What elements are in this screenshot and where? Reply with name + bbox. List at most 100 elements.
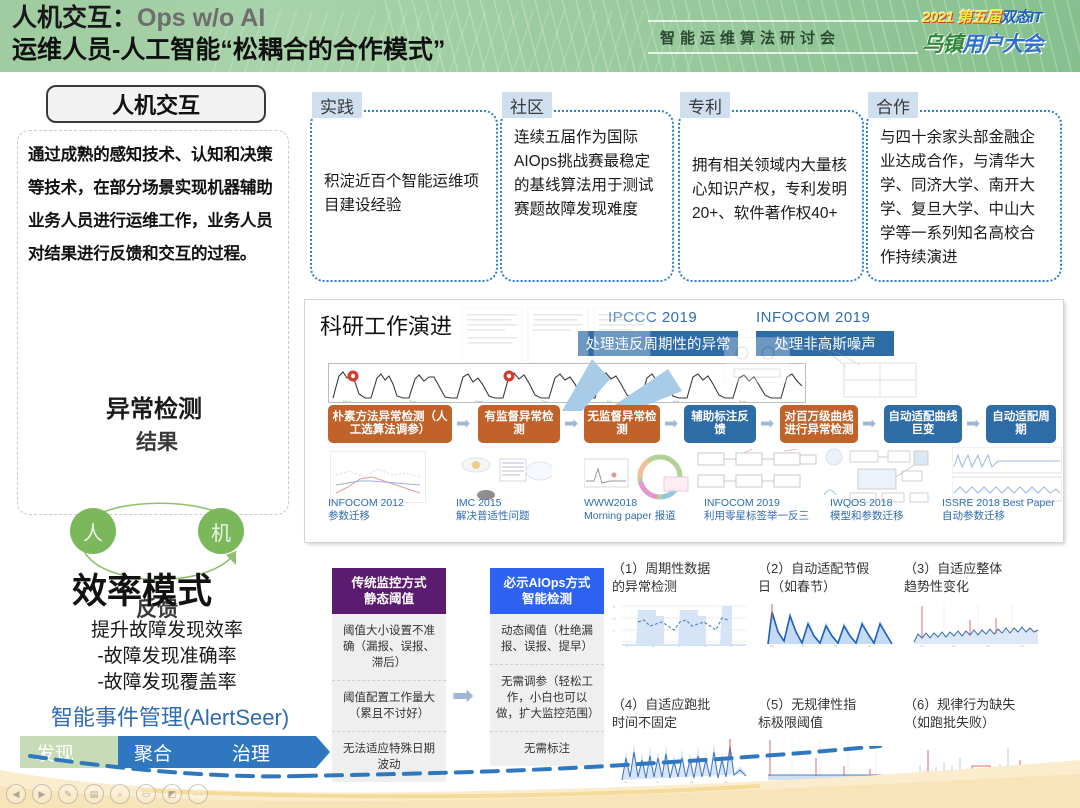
comparison-cell: 阈值配置工作量大（累且不讨好）	[332, 681, 446, 732]
mini-chart-index: （2）	[758, 561, 792, 576]
footnote-line1: INFOCOM 2012	[328, 497, 404, 509]
comparison-column-aiops: 必示AIOps方式 智能检测 动态阈值（杜绝漏报、误报、提早） 无需调参（轻松工…	[490, 568, 604, 766]
footnote-line1: INFOCOM 2019	[704, 497, 780, 509]
logo-line-1: 2021 第五届双态IT	[922, 6, 1072, 27]
efficiency-line-1: 提升故障发现效率	[90, 620, 243, 641]
banner-periodic-anomaly: 处理违反周期性的异常	[578, 331, 738, 356]
mini-chart-line1: 无规律性指	[791, 697, 857, 712]
svg-text:Mon: Mon	[343, 399, 351, 403]
mini-chart-plot: b1 b2 b3 b4	[612, 736, 748, 784]
logo-line-2: 乌镇用户大会	[922, 28, 1072, 58]
anomaly-detection-title: 异常检测	[106, 396, 202, 423]
mini-chart-caption: （3）自适应整体 趋势性变化	[904, 560, 1044, 596]
thumb-infocom-2012	[330, 451, 426, 503]
chevron-govern[interactable]: 治理	[216, 736, 330, 768]
top-card-body: 拥有相关领域内大量核心知识产权，专利发明20+、软件著作权40+	[692, 157, 848, 222]
footnote-line2: 参数迁移	[328, 510, 370, 522]
subtitle-icon[interactable]: ▭	[136, 784, 156, 804]
footnote-line1: WWW2018	[584, 497, 638, 509]
svg-text:M: M	[613, 617, 616, 621]
conference-label-infocom: INFOCOM 2019	[756, 309, 871, 326]
title-block: 人机交互：Ops w/o AI 运维人员-人工智能“松耦合的合作模式”	[12, 2, 445, 66]
pen-icon[interactable]: ✎	[58, 784, 78, 804]
svg-text:t5: t5	[730, 644, 733, 648]
mini-chart-line1: 周期性数据	[645, 561, 711, 576]
svg-text:t1: t1	[626, 644, 629, 648]
thumb-iwqos-2018	[823, 448, 929, 503]
svg-text:h5: h5	[878, 780, 882, 784]
mini-chart-caption: （6）规律行为缺失 （如跑批失败）	[904, 696, 1044, 732]
mini-chart-plot: d1 d2 d3 d4	[758, 600, 894, 648]
footnote-1: INFOCOM 2012 参数迁移	[328, 497, 404, 523]
svg-text:t2: t2	[652, 644, 655, 648]
clipboard-icon[interactable]: ▤	[84, 784, 104, 804]
flow-box-1: 朴素方法异常检测（人工选算法调参）	[328, 405, 452, 443]
paper-thumbnail-infocom	[799, 346, 917, 398]
thumb-www-2018	[584, 454, 689, 500]
mini-chart-index: （4）	[612, 697, 646, 712]
footnote-line1: IWQOS 2018	[830, 497, 893, 509]
top-card-body: 积淀近百个智能运维项目建设经验	[324, 173, 480, 214]
thumb-imc-2015	[461, 457, 552, 500]
comparison-arrow-icon: ➡	[452, 680, 474, 710]
cycle-label-feedback: 反馈	[136, 598, 178, 621]
screen-icon[interactable]: ◩	[162, 784, 182, 804]
footnote-3: WWW2018 Morning paper 报道	[584, 497, 676, 523]
svg-text:p4: p4	[1004, 780, 1008, 784]
mini-chart-6: （6）规律行为缺失 （如跑批失败） p1 p2 p3 p4 p5	[904, 696, 1044, 784]
svg-text:p2: p2	[944, 780, 948, 784]
presentation-controls[interactable]: ◀ ▶ ✎ ▤ ⌕ ▭ ◩ ···	[6, 784, 208, 804]
mini-chart-line2: 时间不固定	[612, 715, 678, 730]
svg-text:p3: p3	[974, 780, 978, 784]
comparison-cell: 阈值大小设置不准确（漏报、误报、滞后）	[332, 614, 446, 681]
svg-text:d1: d1	[770, 644, 774, 648]
mini-chart-plot: h1 h2 h3 h4 h5	[758, 736, 894, 784]
zoom-icon[interactable]: ⌕	[110, 784, 130, 804]
thumb-infocom-2019	[694, 449, 820, 495]
svg-text:b1: b1	[624, 780, 628, 784]
svg-text:Fri: Fri	[607, 399, 612, 403]
comparison-header-traditional: 传统监控方式 静态阈值	[332, 568, 446, 614]
event-rule-top	[648, 20, 918, 22]
footnote-line2: 模型和参数迁移	[830, 510, 904, 522]
mini-chart-line2: 趋势性变化	[904, 579, 970, 594]
comparison-cell: 动态阈值（杜绝漏报、误报、提早）	[490, 614, 604, 665]
chevron-aggregate[interactable]: 聚合	[118, 736, 230, 768]
conference-label-ipccc: IPCCC 2019	[608, 309, 698, 326]
footnote-line2: Morning paper 报道	[584, 510, 676, 522]
next-slide-icon[interactable]: ▶	[32, 784, 52, 804]
flow-box-4: 辅助标注反馈	[684, 405, 756, 443]
footnote-line2: 解决普适性问题	[456, 510, 530, 522]
product-name-alertseer: 智能事件管理(AlertSeer)	[50, 705, 290, 730]
mini-chart-3: （3）自适应整体 趋势性变化 w1 w2 w3 w4	[904, 560, 1044, 648]
flow-arrow-1: ➡	[456, 414, 471, 433]
svg-text:Sat: Sat	[673, 399, 680, 403]
prev-slide-icon[interactable]: ◀	[6, 784, 26, 804]
emphasis-arrows	[562, 359, 682, 411]
comparison-header-aiops: 必示AIOps方式 智能检测	[490, 568, 604, 614]
hci-description-text: 通过成熟的感知技术、认知和决策等技术，在部分场景实现机器辅助业务人员进行运维工作…	[28, 146, 273, 263]
flow-box-5: 对百万级曲线进行异常检测	[780, 405, 858, 443]
svg-text:t3: t3	[678, 644, 681, 648]
more-options-icon[interactable]: ···	[188, 784, 208, 804]
hci-description-card: 通过成熟的感知技术、认知和决策等技术，在部分场景实现机器辅助业务人员进行运维工作…	[17, 130, 289, 621]
svg-text:p5: p5	[1030, 780, 1034, 784]
logo-event: 用户大会	[962, 33, 1043, 56]
chevron-discover[interactable]: 发现	[20, 736, 132, 768]
svg-text:p1: p1	[915, 780, 919, 784]
comparison-header-line2: 静态阈值	[363, 592, 414, 606]
mini-chart-line1: 自适应跑批	[645, 697, 711, 712]
comparison-header-line1: 传统监控方式	[351, 576, 427, 590]
slide-header: 人机交互：Ops w/o AI 运维人员-人工智能“松耦合的合作模式” 智能运维…	[0, 0, 1080, 72]
logo-year: 2021	[922, 9, 954, 26]
footnote-line2: 利用零星标签举一反三	[704, 510, 809, 522]
footnote-line1: ISSRE 2018 Best Paper	[942, 497, 1055, 509]
top-card-tag-patent: 专利	[680, 92, 730, 118]
svg-text:t4: t4	[704, 644, 707, 648]
mini-chart-line2: （如跑批失败）	[904, 715, 996, 730]
mini-chart-line2: 日（如春节）	[758, 579, 837, 594]
top-card-tag-practice: 实践	[312, 92, 362, 118]
logo-brand: 双态IT	[1000, 9, 1043, 26]
thumb-issre-2018	[952, 447, 1062, 502]
mini-chart-line2: 标极限阈值	[758, 715, 824, 730]
